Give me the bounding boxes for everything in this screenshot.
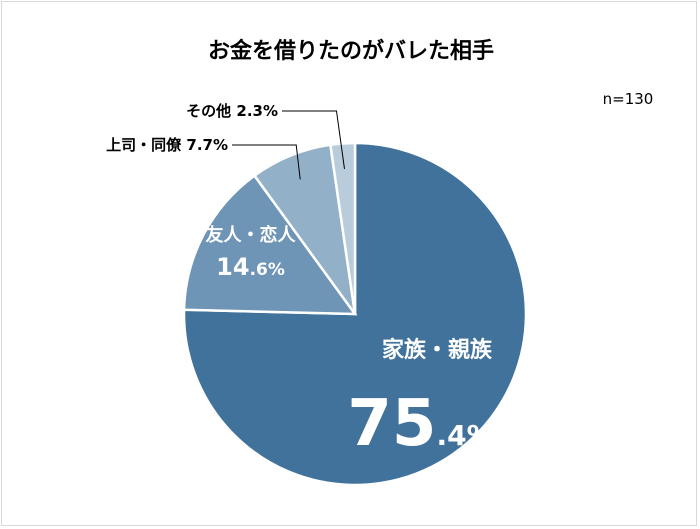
chart-title: お金を借りたのがバレた相手 <box>208 38 494 64</box>
slice-4 <box>328 141 357 315</box>
pie-slices <box>182 141 528 487</box>
slice-label-outside: 上司・同僚 7.7% <box>106 136 228 154</box>
slice-label-value: 75.4% <box>347 387 494 461</box>
leader-line <box>232 144 301 180</box>
pie-labels: 家族・親族 75.4% 友人・恋人 14.6% 上司・同僚 7.7% その他 2.3% <box>106 102 494 461</box>
slice-label-value: 14.6% <box>216 253 285 281</box>
leader-line <box>282 110 345 170</box>
sample-size-note: n=130 <box>603 90 654 108</box>
slice-label-outside: その他 2.3% <box>186 102 278 120</box>
slice-label-name: 友人・恋人 <box>206 224 297 246</box>
slice-label-name: 家族・親族 <box>382 337 493 363</box>
slice-2 <box>182 173 358 316</box>
